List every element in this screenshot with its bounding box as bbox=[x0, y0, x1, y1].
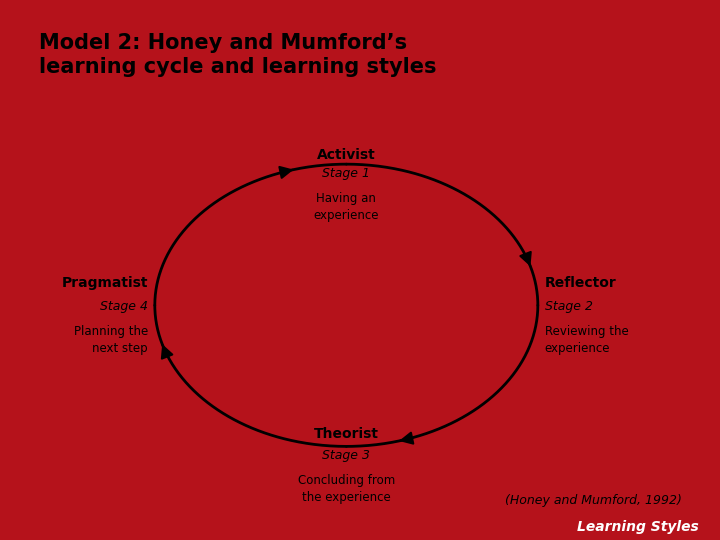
Text: Stage 3: Stage 3 bbox=[323, 449, 370, 462]
Text: Stage 4: Stage 4 bbox=[100, 300, 148, 313]
Text: Stage 2: Stage 2 bbox=[545, 300, 593, 313]
Text: Reviewing the
experience: Reviewing the experience bbox=[545, 326, 629, 355]
Text: Reflector: Reflector bbox=[545, 276, 616, 290]
Text: Planning the
next step: Planning the next step bbox=[73, 326, 148, 355]
Text: Having an
experience: Having an experience bbox=[314, 192, 379, 222]
Text: Activist: Activist bbox=[317, 147, 376, 161]
Text: Learning Styles: Learning Styles bbox=[577, 519, 698, 534]
Text: (Honey and Mumford, 1992): (Honey and Mumford, 1992) bbox=[505, 494, 681, 507]
Text: Concluding from
the experience: Concluding from the experience bbox=[297, 474, 395, 504]
Text: Stage 1: Stage 1 bbox=[323, 167, 370, 180]
Text: Pragmatist: Pragmatist bbox=[61, 276, 148, 290]
Text: Theorist: Theorist bbox=[314, 427, 379, 441]
Text: Model 2: Honey and Mumford’s
learning cycle and learning styles: Model 2: Honey and Mumford’s learning cy… bbox=[39, 33, 436, 77]
